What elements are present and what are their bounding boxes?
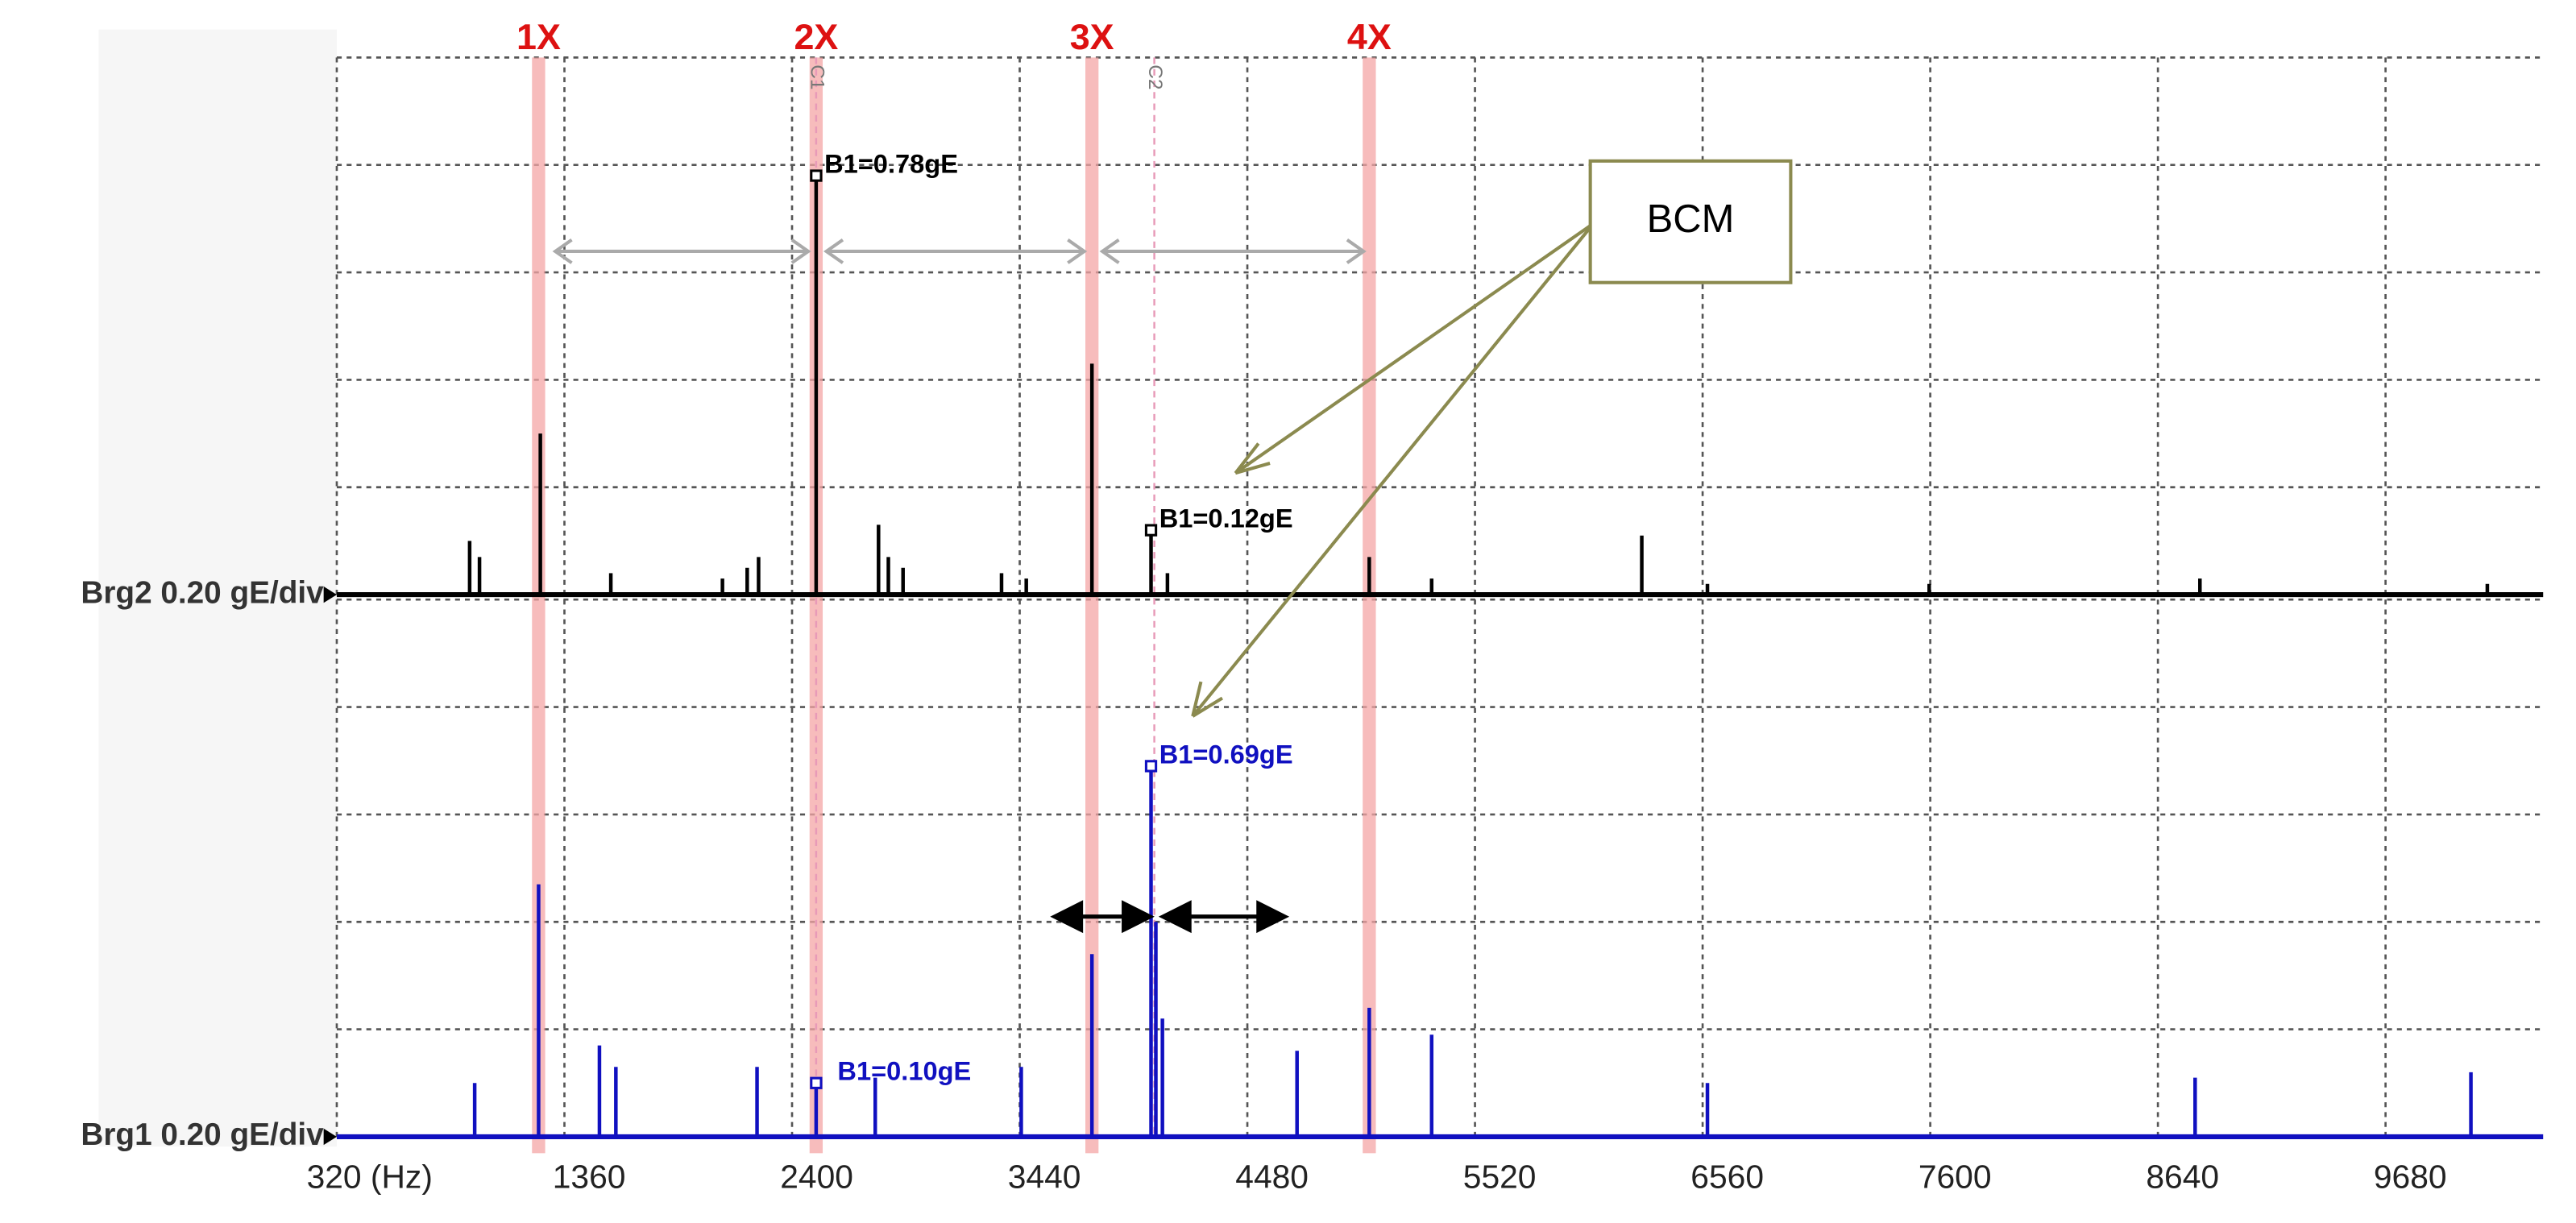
cursor-label: C1 bbox=[806, 64, 828, 89]
x-tick-label: 320 (Hz) bbox=[307, 1159, 433, 1196]
callout-arrows bbox=[1191, 222, 1595, 718]
axis: 320 (Hz) 1360 2400 3440 4480 5520 6560 7600 8640… bbox=[81, 16, 2446, 1196]
series-pointer bbox=[323, 586, 337, 603]
x-tick-label: 7600 bbox=[1919, 1159, 1992, 1196]
harmonic-band bbox=[1085, 57, 1099, 1154]
x-tick-label: 4480 bbox=[1235, 1159, 1309, 1196]
value-label: B1=0.69gE bbox=[1159, 739, 1293, 769]
annotations: BCM bbox=[552, 159, 1793, 934]
x-tick-label: 2400 bbox=[780, 1159, 853, 1196]
value-label: B1=0.10gE bbox=[837, 1056, 971, 1086]
callout-box bbox=[1588, 159, 1793, 284]
harmonic-band bbox=[809, 57, 823, 1154]
harmonic-label: 4X bbox=[1347, 16, 1392, 57]
left-panel bbox=[98, 29, 337, 1147]
harmonic-bands bbox=[532, 57, 1376, 1154]
harmonic-label: 2X bbox=[794, 16, 838, 57]
x-tick-label: 1360 bbox=[553, 1159, 626, 1196]
harmonic-band bbox=[1363, 57, 1376, 1154]
series-label: Brg2 0.20 gE/div bbox=[81, 575, 324, 610]
x-tick-label: 9680 bbox=[2374, 1159, 2447, 1196]
x-tick-label: 8640 bbox=[2146, 1159, 2219, 1196]
peak-marker bbox=[1144, 524, 1158, 537]
peak-marker bbox=[810, 1076, 823, 1089]
value-label: B1=0.12gE bbox=[1159, 503, 1293, 533]
x-tick-label: 3440 bbox=[1008, 1159, 1081, 1196]
gray-arrows bbox=[552, 238, 1367, 264]
harmonic-label: 1X bbox=[516, 16, 561, 57]
value-label: B1=0.78gE bbox=[824, 148, 958, 178]
callout-text: BCM bbox=[1647, 197, 1735, 241]
series-pointer bbox=[323, 1128, 337, 1146]
peak-marker bbox=[810, 169, 823, 182]
harmonic-label: 3X bbox=[1070, 16, 1114, 57]
harmonic-band bbox=[532, 57, 545, 1154]
cursor-label: C2 bbox=[1144, 64, 1166, 89]
black-arrows bbox=[1050, 900, 1290, 934]
series-label: Brg1 0.20 gE/div bbox=[81, 1117, 324, 1152]
peak-marker bbox=[1144, 760, 1158, 773]
x-tick-label: 5520 bbox=[1463, 1159, 1537, 1196]
plot-data: B1=0.78gE B1=0.12gE B1=0.10gE B1=0.69gE bbox=[336, 148, 2544, 1139]
x-tick-label: 6560 bbox=[1690, 1159, 1764, 1196]
